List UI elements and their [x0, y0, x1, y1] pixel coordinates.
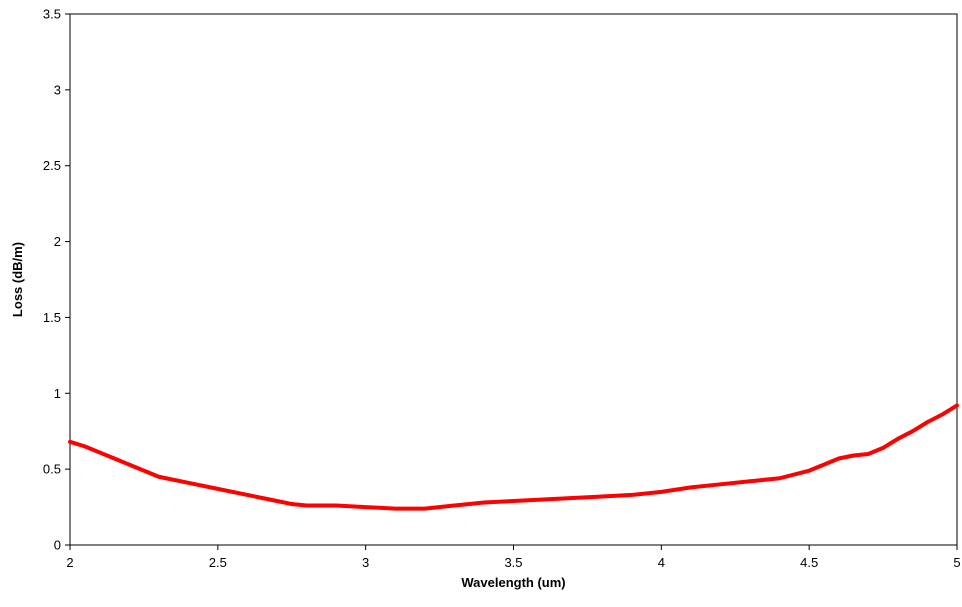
- y-axis-ticks: 0 0.5 1 1.5 2 2.5 3 3.5: [43, 7, 70, 553]
- y-tick-label: 1.5: [43, 310, 61, 325]
- y-tick-label: 2: [54, 234, 61, 249]
- x-tick-label: 2: [66, 555, 73, 570]
- y-axis-title: Loss (dB/m): [10, 242, 25, 317]
- x-tick-label: 3: [362, 555, 369, 570]
- series-line-0: [68, 403, 959, 511]
- y-tick-label: 0.5: [43, 462, 61, 477]
- y-tick-label: 0: [54, 538, 61, 553]
- y-tick-label: 3: [54, 82, 61, 97]
- x-tick-label: 4: [658, 555, 665, 570]
- x-tick-label: 4.5: [800, 555, 818, 570]
- y-tick-label: 1: [54, 386, 61, 401]
- y-tick-label: 3.5: [43, 7, 61, 22]
- x-axis-ticks: 2 2.5 3 3.5 4 4.5 5: [66, 545, 961, 570]
- series-layer: [68, 403, 959, 511]
- x-tick-label: 5: [953, 555, 960, 570]
- x-axis-title: Wavelength (um): [461, 575, 565, 590]
- x-tick-label: 3.5: [504, 555, 522, 570]
- y-tick-label: 2.5: [43, 158, 61, 173]
- x-tick-label: 2.5: [209, 555, 227, 570]
